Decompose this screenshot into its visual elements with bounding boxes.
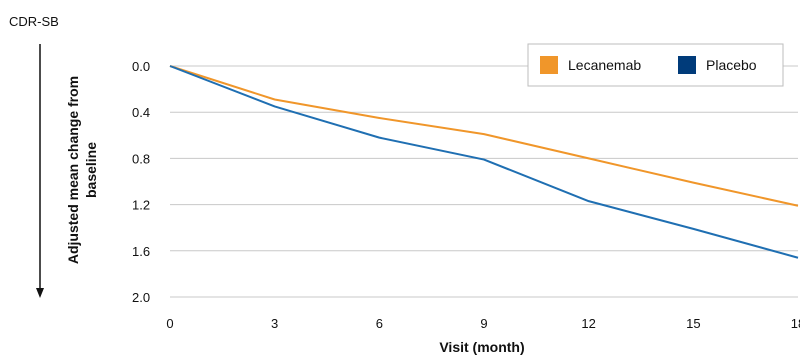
legend-swatch-lecanemab [540, 56, 558, 74]
legend-label-placebo: Placebo [706, 57, 757, 73]
y-tick-label: 0.8 [132, 151, 150, 166]
x-tick-label: 6 [376, 316, 383, 331]
x-tick-label: 15 [686, 316, 700, 331]
legend-label-lecanemab: Lecanemab [568, 57, 641, 73]
x-tick-label: 9 [480, 316, 487, 331]
y-tick-label: 0.0 [132, 59, 150, 74]
series-line-lecanemab [169, 65, 799, 207]
y-tick-label: 2.0 [132, 290, 150, 305]
legend-swatch-placebo [678, 56, 696, 74]
legend-box [527, 43, 784, 87]
legend: Lecanemab Placebo [527, 43, 784, 87]
series-line-placebo [169, 65, 799, 259]
corner-label: CDR-SB [9, 14, 59, 29]
x-tick-label: 0 [166, 316, 173, 331]
x-axis-title: Visit (month) [439, 339, 524, 355]
gridlines [170, 65, 798, 298]
y-arrow [36, 44, 44, 298]
y-axis-title-line-1: Adjusted mean change from [65, 76, 81, 264]
y-axis-title-line-2: baseline [83, 142, 99, 198]
y-tick-label: 1.2 [132, 198, 150, 213]
x-tick-label: 12 [581, 316, 595, 331]
y-tick-label: 0.4 [132, 105, 150, 120]
x-tick-label: 3 [271, 316, 278, 331]
x-tick-label: 18 [791, 316, 800, 331]
y-tick-label: 1.6 [132, 244, 150, 259]
x-tick-labels: 0 3 6 9 12 15 18 [166, 316, 800, 331]
y-tick-labels: 0.0 0.4 0.8 1.2 1.6 2.0 [132, 59, 150, 305]
series-lines [169, 65, 799, 259]
